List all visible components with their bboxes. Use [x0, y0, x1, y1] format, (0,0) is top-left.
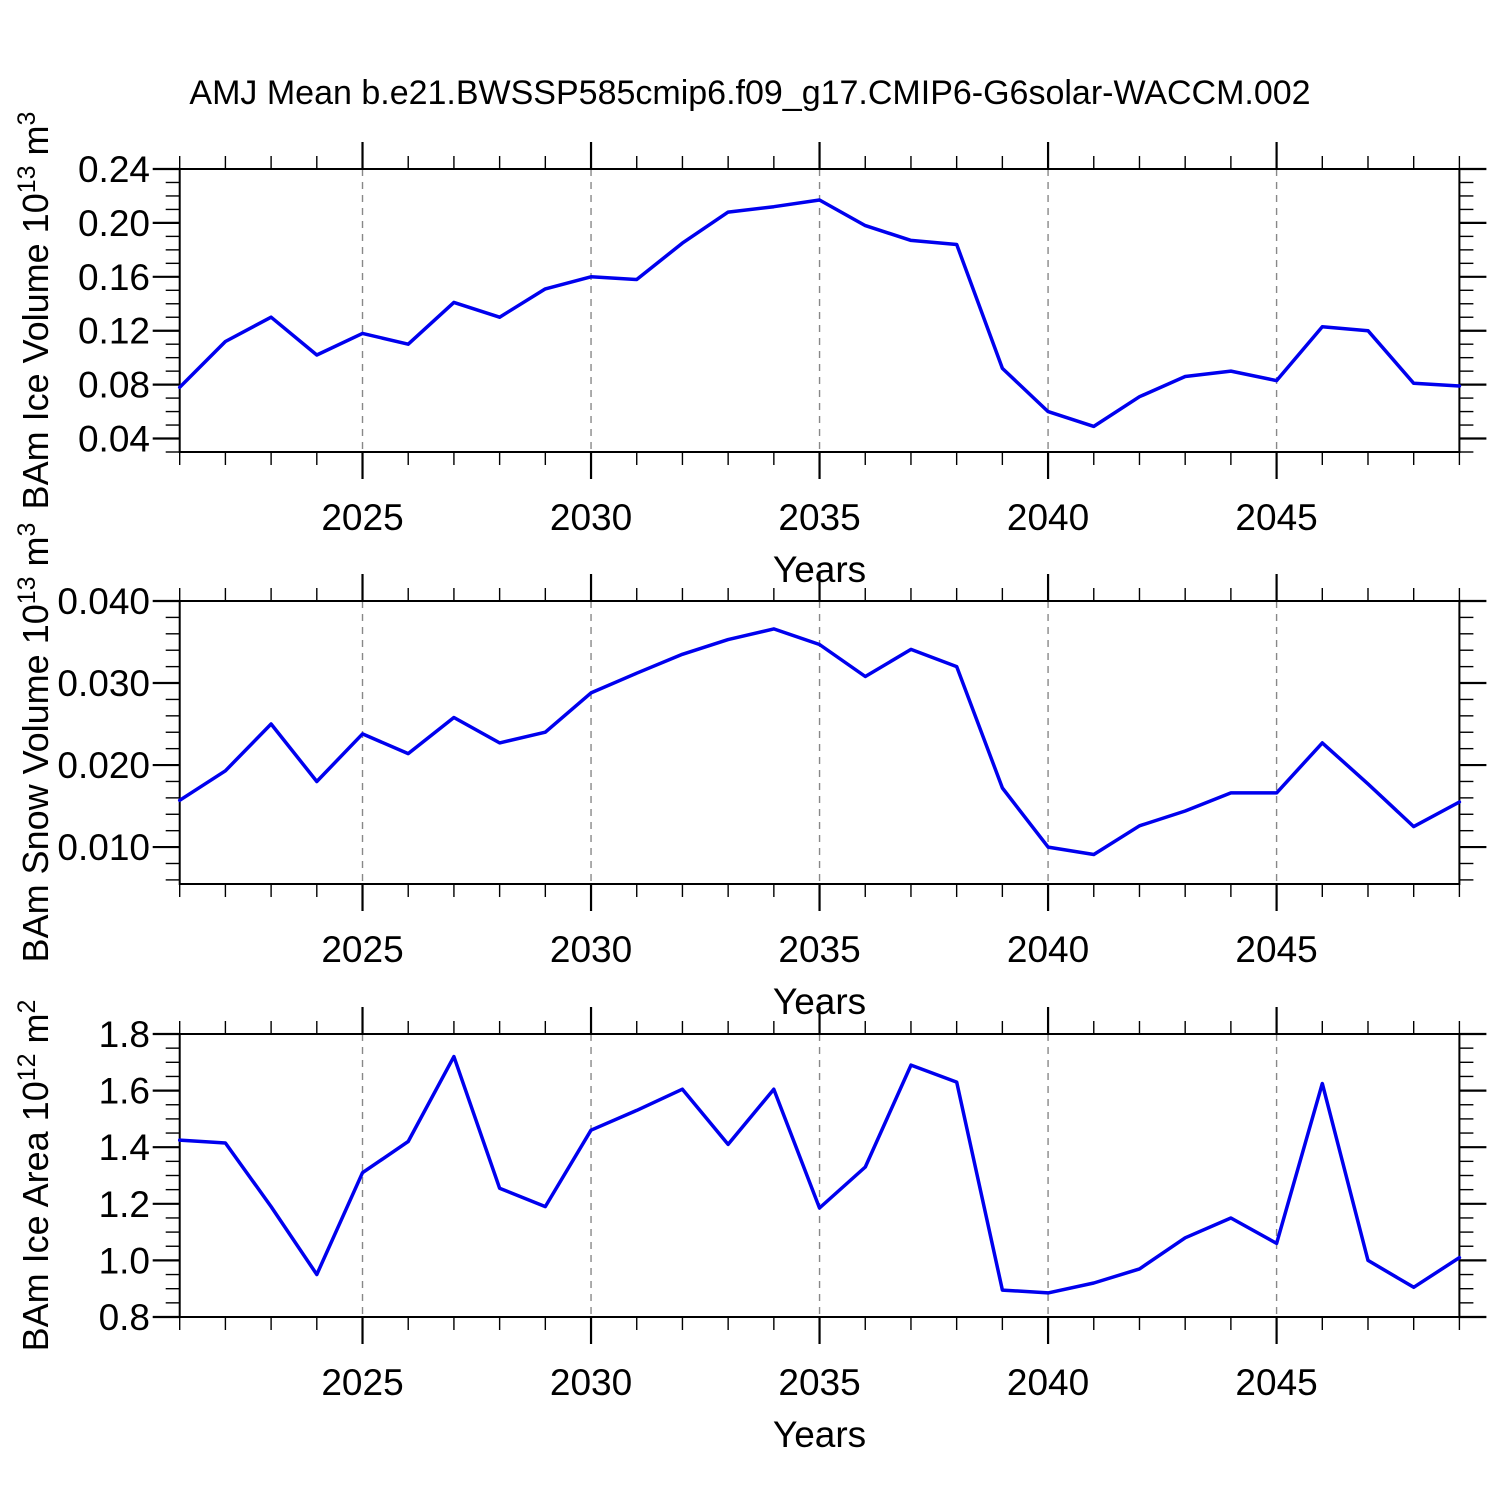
x-tick-label: 2025	[321, 929, 403, 970]
data-line-ice-volume	[177, 198, 1462, 429]
data-line-ice-area	[177, 1054, 1462, 1295]
plot-frame	[178, 600, 1461, 885]
x-tick-label: 2040	[1007, 1362, 1089, 1403]
y-tick-label: 1.0	[99, 1240, 150, 1281]
x-tick-label: 2035	[778, 929, 860, 970]
figure-title: AMJ Mean b.e21.BWSSP585cmip6.f09_g17.CMI…	[189, 74, 1311, 112]
y-tick-label: 0.8	[99, 1297, 150, 1338]
x-tick-label: 2030	[550, 1362, 632, 1403]
plot-frame	[178, 168, 1461, 453]
y-tick-label: 0.020	[57, 745, 150, 786]
y-tick-label: 0.040	[57, 581, 150, 622]
chart-snow-volume: 0.010 0.020 0.030 0.040 2025 2030 2035 2040 2045…	[13, 523, 1487, 1022]
y-axis-title: BAm Ice Volume 1013 m3	[13, 112, 56, 510]
plot-frame	[178, 1033, 1461, 1318]
x-axis-title: Years	[773, 1414, 866, 1455]
x-tick-label: 2045	[1235, 1362, 1317, 1403]
x-tick-label: 2045	[1235, 497, 1317, 538]
y-tick-label: 1.6	[99, 1071, 150, 1112]
y-axis-title: BAm Ice Area 1012 m2	[13, 1000, 56, 1352]
y-tick-label: 1.8	[99, 1014, 150, 1055]
chart-ice-area: 0.8 1.0 1.2 1.4 1.6 1.8 2025 2030 2035 2040 2045 Ye…	[13, 1000, 1487, 1455]
y-tick-label: 1.2	[99, 1184, 150, 1225]
x-tick-label: 2035	[778, 1362, 860, 1403]
y-tick-label: 0.12	[78, 311, 150, 352]
x-tick-label: 2030	[550, 497, 632, 538]
x-tick-label: 2035	[778, 497, 860, 538]
x-tick-label: 2045	[1235, 929, 1317, 970]
x-tick-label: 2040	[1007, 497, 1089, 538]
x-tick-label: 2025	[321, 1362, 403, 1403]
y-tick-label: 0.010	[57, 827, 150, 868]
y-axis-title: BAm Snow Volume 1013 m3	[13, 523, 56, 963]
y-tick-label: 0.04	[78, 418, 150, 459]
x-tick-label: 2040	[1007, 929, 1089, 970]
data-line-snow-volume	[177, 627, 1462, 857]
x-tick-label: 2025	[321, 497, 403, 538]
y-tick-label: 1.4	[99, 1127, 150, 1168]
y-tick-label: 0.16	[78, 257, 150, 298]
y-tick-label: 0.24	[78, 149, 150, 190]
chart-ice-volume: 0.04 0.08 0.12 0.16 0.20 0.24 2025 2030 2035 2040…	[13, 112, 1487, 590]
y-tick-label: 0.08	[78, 365, 150, 406]
y-tick-label: 0.030	[57, 663, 150, 704]
x-tick-label: 2030	[550, 929, 632, 970]
y-tick-label: 0.20	[78, 203, 150, 244]
